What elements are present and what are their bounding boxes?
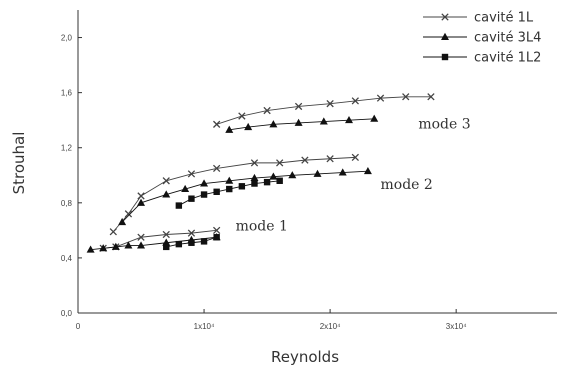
series-1-point <box>269 120 278 128</box>
series-2-point <box>200 191 208 198</box>
series-1-point <box>99 244 108 252</box>
series-2-point <box>276 177 283 184</box>
series-0-point <box>162 230 170 239</box>
series-1-point <box>338 168 347 176</box>
series-0-point <box>124 210 133 218</box>
legend-label-2: cavité 1L2 <box>474 51 541 66</box>
x-tick-label-1: 1x10⁴ <box>194 322 215 331</box>
series-2-point <box>263 178 271 186</box>
series-1-point <box>162 190 171 198</box>
series-0-point <box>351 97 359 105</box>
x-tick-label-2: 2x10⁴ <box>320 322 341 331</box>
series-0-point <box>294 102 303 111</box>
series-0-point <box>212 226 221 235</box>
series-0-point <box>162 177 170 185</box>
axes: 0 1x10⁴ 2x10⁴ 3x10⁴ 0,0 0,4 0,8 1,2 1,6 2,0 <box>61 10 557 331</box>
series-1-point <box>244 122 253 131</box>
series-1-point <box>313 169 322 177</box>
series-2-point <box>238 183 246 190</box>
series-0-point <box>263 106 271 115</box>
series-0-point <box>326 155 334 163</box>
series-0-point <box>301 156 309 164</box>
series-1 <box>86 114 379 253</box>
legend-marker-2 <box>441 53 449 61</box>
y-tick-label-0: 0,0 <box>61 309 73 318</box>
series-0-point <box>109 228 117 236</box>
legend-marker-1 <box>441 32 449 40</box>
series-0-point <box>137 233 145 241</box>
legend: cavité 1L cavité 3L4 cavité 1L2 <box>423 11 541 66</box>
series-0-point <box>276 159 284 167</box>
series-0-point <box>402 93 410 101</box>
annotation-2: mode 3 <box>418 116 470 132</box>
series-1-point <box>137 198 146 206</box>
series-1-point <box>288 171 297 179</box>
series-2-point <box>175 240 183 248</box>
series-1-line-0 <box>90 236 217 251</box>
series-1-point <box>118 217 127 226</box>
series-2-point <box>213 188 220 195</box>
series-1-point <box>86 245 95 253</box>
legend-item-1: cavité 3L4 <box>423 31 541 46</box>
series-layer <box>86 93 435 253</box>
series-0-point <box>137 192 145 200</box>
series-2-point <box>251 180 258 187</box>
legend-item-2: cavité 1L2 <box>423 51 541 66</box>
legend-marker-0 <box>441 13 449 21</box>
series-0-point <box>212 164 221 173</box>
series-0-point <box>187 229 196 237</box>
x-tick-label-3: 3x10⁴ <box>446 322 467 331</box>
series-1-point <box>124 241 133 249</box>
series-1-point <box>181 184 190 193</box>
series-0-line-1 <box>112 156 356 233</box>
series-2-point <box>188 239 195 246</box>
y-axis-label: Strouhal <box>10 132 28 195</box>
series-0-point <box>187 170 196 178</box>
series-1-point <box>363 166 372 175</box>
series-0-point <box>427 93 435 101</box>
series-2-point <box>200 238 208 245</box>
series-0-point <box>326 99 334 108</box>
series-1-point <box>200 179 209 187</box>
legend-label-1: cavité 3L4 <box>474 31 541 46</box>
series-2-point <box>163 243 170 251</box>
legend-item-0: cavité 1L <box>423 11 534 26</box>
series-2-point <box>188 195 195 202</box>
series-1-point <box>225 125 234 133</box>
series-1-point <box>250 173 259 182</box>
series-1-line-1 <box>121 170 368 223</box>
legend-label-0: cavité 1L <box>474 11 534 26</box>
x-tick-label-0: 0 <box>76 322 81 331</box>
series-1-point <box>269 172 278 180</box>
series-0 <box>99 93 435 252</box>
annotation-0: mode 1 <box>236 218 288 234</box>
series-0-point <box>250 159 259 167</box>
y-tick-label-3: 1,2 <box>61 144 73 153</box>
y-tick-label-4: 1,6 <box>61 89 73 98</box>
series-1-point <box>225 176 234 184</box>
series-1-point <box>319 117 328 125</box>
series-2-point <box>226 185 233 193</box>
series-1-point <box>111 242 120 250</box>
y-tick-label-1: 0,4 <box>61 254 73 263</box>
series-1-point <box>294 118 303 126</box>
series-0-point <box>212 120 221 128</box>
series-1-point <box>137 241 146 249</box>
series-0-point <box>376 94 385 102</box>
series-1-point <box>370 114 379 122</box>
y-tick-label-5: 2,0 <box>61 34 73 43</box>
series-0-point <box>351 153 359 162</box>
annotation-1: mode 2 <box>381 177 433 193</box>
series-2-point <box>213 234 220 241</box>
series-2 <box>163 177 283 251</box>
series-0-point <box>238 112 246 120</box>
y-tick-label-2: 0,8 <box>61 199 73 208</box>
series-1-point <box>345 115 354 124</box>
annotations: mode 1 mode 2 mode 3 <box>236 116 471 234</box>
x-axis-label: Reynolds <box>271 348 339 366</box>
series-2-point <box>175 202 183 209</box>
